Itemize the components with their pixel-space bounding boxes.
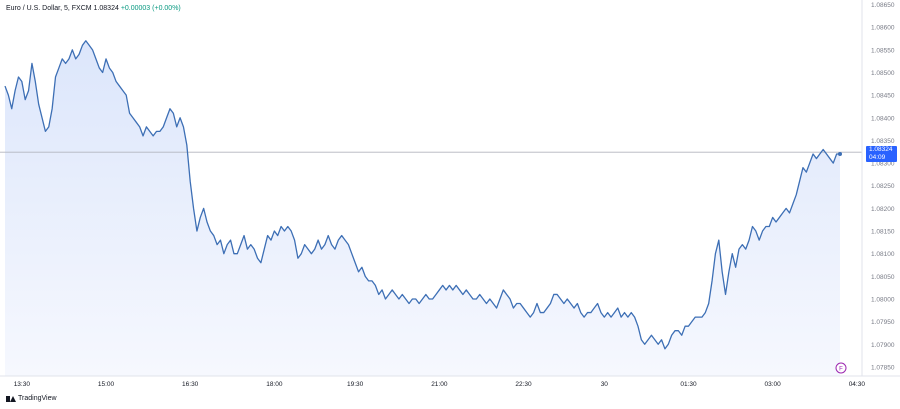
price-tick-label: 1.07900 bbox=[871, 342, 895, 349]
last-price-tag-value: 1.08324 bbox=[869, 146, 893, 154]
price-tick-label: 1.08600 bbox=[871, 25, 895, 32]
time-tick-label: 16:30 bbox=[182, 381, 199, 388]
price-tick-label: 1.08100 bbox=[871, 251, 895, 258]
price-tick-label: 1.08000 bbox=[871, 296, 895, 303]
tradingview-logo[interactable]: TradingView bbox=[6, 395, 57, 402]
price-tick-label: 1.08250 bbox=[871, 183, 895, 190]
last-price-tag: 1.08324 04:09 bbox=[866, 146, 897, 163]
price-tick-label: 1.08550 bbox=[871, 47, 895, 54]
price-axis[interactable]: 1.08650 1.08600 1.08550 1.08500 1.08450 1.084… bbox=[871, 2, 895, 371]
last-price-value: 1.08324 bbox=[93, 5, 119, 12]
time-tick-label: 15:00 bbox=[98, 381, 115, 388]
price-tick-label: 1.08650 bbox=[871, 2, 895, 9]
price-tick-label: 1.08300 bbox=[871, 161, 895, 168]
price-series-line bbox=[4, 40, 840, 350]
time-tick-label: 22:30 bbox=[515, 381, 532, 388]
time-axis[interactable]: 13:30 15:00 16:30 18:00 19:30 21:00 22:30 30 01:… bbox=[14, 381, 900, 388]
news-badge[interactable]: F bbox=[835, 362, 847, 374]
price-tick-label: 1.07950 bbox=[871, 319, 895, 326]
price-area-fill bbox=[5, 40, 840, 377]
bar-countdown: 04:09 bbox=[869, 154, 886, 162]
tradingview-logo-icon bbox=[6, 395, 16, 402]
time-tick-label: 18:00 bbox=[266, 381, 283, 388]
price-tick-label: 1.08350 bbox=[871, 138, 895, 145]
time-tick-label: 21:00 bbox=[431, 381, 448, 388]
time-tick-label: 30 bbox=[601, 381, 609, 388]
time-tick-label: 19:30 bbox=[347, 381, 364, 388]
price-tick-label: 1.08150 bbox=[871, 229, 895, 236]
price-tick-label: 1.07850 bbox=[871, 364, 895, 371]
price-change: +0.00003 (+0.00%) bbox=[120, 5, 181, 12]
brand-name: TradingView bbox=[18, 395, 57, 402]
symbol-legend[interactable]: Euro / U.S. Dollar, 5, FXCM 1.08324 +0.0… bbox=[6, 5, 181, 12]
symbol-name: Euro / U.S. Dollar, 5, FXCM bbox=[6, 5, 92, 12]
last-price-dot bbox=[838, 152, 842, 157]
time-tick-label: 04:30 bbox=[849, 381, 866, 388]
price-tick-label: 1.08200 bbox=[871, 206, 895, 213]
time-tick-label: 01:30 bbox=[680, 381, 697, 388]
time-tick-label: 03:00 bbox=[765, 381, 782, 388]
news-badge-icon: F bbox=[839, 367, 843, 373]
time-tick-label: 13:30 bbox=[14, 381, 31, 388]
price-tick-label: 1.08450 bbox=[871, 93, 895, 100]
price-tick-label: 1.08050 bbox=[871, 274, 895, 281]
price-tick-label: 1.08400 bbox=[871, 115, 895, 122]
price-tick-label: 1.08500 bbox=[871, 70, 895, 77]
